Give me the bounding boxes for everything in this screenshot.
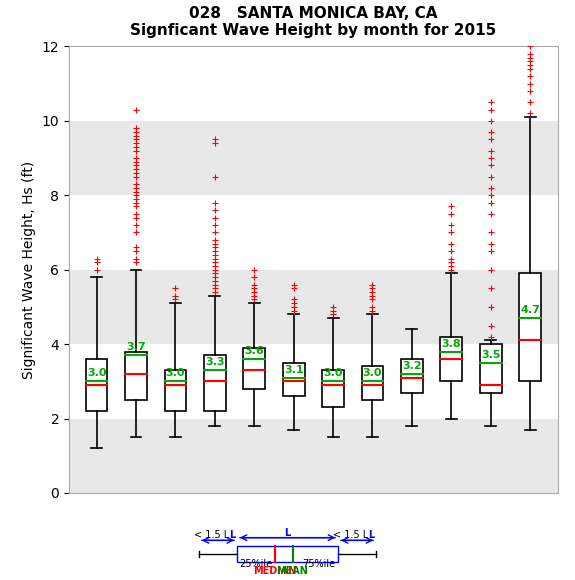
Text: < 1.5 L: < 1.5 L <box>333 530 369 541</box>
FancyBboxPatch shape <box>480 344 501 393</box>
FancyBboxPatch shape <box>440 336 462 382</box>
FancyBboxPatch shape <box>86 359 108 411</box>
Text: 3.2: 3.2 <box>402 361 421 371</box>
Text: 4.7: 4.7 <box>520 305 540 315</box>
Text: 75%ile: 75%ile <box>302 560 336 570</box>
Bar <box>69 270 558 344</box>
Bar <box>69 419 558 493</box>
Bar <box>69 344 558 419</box>
Y-axis label: Significant Wave Height, Hs (ft): Significant Wave Height, Hs (ft) <box>22 161 36 379</box>
Text: 3.0: 3.0 <box>323 368 343 378</box>
Text: L: L <box>229 530 235 541</box>
Bar <box>69 121 558 195</box>
Text: MEAN: MEAN <box>277 566 309 576</box>
FancyBboxPatch shape <box>519 273 541 382</box>
Text: 3.3: 3.3 <box>205 357 225 367</box>
Text: 3.0: 3.0 <box>363 368 382 378</box>
Text: 25%ile: 25%ile <box>239 560 273 570</box>
Text: 3.5: 3.5 <box>481 350 500 360</box>
FancyBboxPatch shape <box>204 356 225 411</box>
FancyBboxPatch shape <box>237 546 338 562</box>
FancyBboxPatch shape <box>322 370 344 407</box>
Text: 3.6: 3.6 <box>244 346 264 356</box>
FancyBboxPatch shape <box>401 359 423 393</box>
FancyBboxPatch shape <box>283 362 305 396</box>
Text: 3.0: 3.0 <box>87 368 106 378</box>
Text: 3.1: 3.1 <box>284 365 304 375</box>
Text: 3.7: 3.7 <box>126 342 146 352</box>
Text: 3.8: 3.8 <box>442 339 461 349</box>
Text: < 1.5 L: < 1.5 L <box>194 530 229 541</box>
Bar <box>69 195 558 270</box>
FancyBboxPatch shape <box>362 367 384 400</box>
Bar <box>69 46 558 121</box>
FancyBboxPatch shape <box>164 370 186 411</box>
Text: L: L <box>285 528 290 538</box>
Text: MEDIAN: MEDIAN <box>253 566 297 576</box>
Title: 028   SANTA MONICA BAY, CA
Signficant Wave Height by month for 2015: 028 SANTA MONICA BAY, CA Signficant Wave… <box>131 6 496 38</box>
Text: 3.0: 3.0 <box>166 368 185 378</box>
FancyBboxPatch shape <box>125 351 147 400</box>
FancyBboxPatch shape <box>243 348 265 389</box>
Text: L: L <box>368 530 374 541</box>
